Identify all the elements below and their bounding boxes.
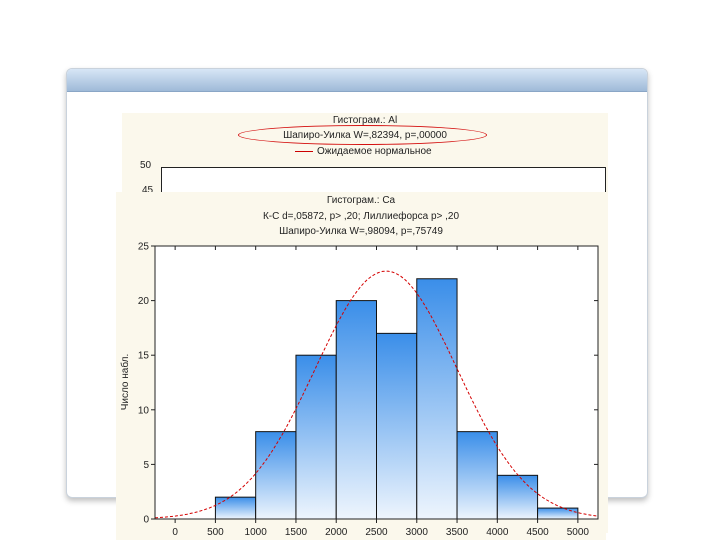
y-tick-label: 5 xyxy=(143,460,149,471)
front-chart-shapiro-text: Шапиро-Уилка W=,98094, p=,75749 xyxy=(279,226,443,237)
x-tick-label: 3500 xyxy=(446,527,469,538)
legend-line-icon xyxy=(295,150,313,152)
y-tick-label: 0 xyxy=(143,515,149,526)
x-tick-label: 500 xyxy=(207,527,224,538)
front-chart-title: Гистограм.: Ca xyxy=(326,195,396,206)
highlight-oval xyxy=(238,125,487,145)
back-chart-legend-label: Ожидаемое нормальное xyxy=(317,146,432,157)
x-tick-label: 2500 xyxy=(365,527,388,538)
back-chart-ytick: 50 xyxy=(140,160,152,171)
histogram-bar xyxy=(537,507,579,520)
histogram-bar xyxy=(214,496,257,520)
x-tick-label: 5000 xyxy=(567,527,590,538)
slide-header-bar xyxy=(67,69,647,92)
front-chart-ks-text: К-С d=,05872, p> ,20; Лиллиефорса p> ,20 xyxy=(262,211,460,222)
x-tick-label: 3000 xyxy=(406,527,429,538)
x-tick-label: 1500 xyxy=(285,527,308,538)
histogram-bar xyxy=(255,431,297,520)
y-tick-label: 10 xyxy=(138,405,150,416)
back-chart-legend: Ожидаемое нормальное xyxy=(295,146,432,157)
normal-curve xyxy=(154,270,599,519)
x-tick-label: 2000 xyxy=(325,527,348,538)
histogram-bar xyxy=(496,474,539,520)
histogram-bar xyxy=(456,431,498,520)
x-tick-label: 0 xyxy=(172,527,178,538)
y-axis-label: Число набл. xyxy=(119,354,131,411)
x-tick-label: 1000 xyxy=(245,527,268,538)
back-chart-title: Гистограм.: Al xyxy=(332,115,398,126)
y-tick-label: 25 xyxy=(138,242,150,253)
histogram-bar xyxy=(416,278,458,520)
histogram-bar xyxy=(376,332,418,520)
back-chart-ytick: 45 xyxy=(142,185,154,196)
histogram-bar xyxy=(335,300,377,520)
x-tick-label: 4000 xyxy=(486,527,509,538)
x-tick-label: 4500 xyxy=(526,527,549,538)
histogram-bar xyxy=(295,354,337,520)
y-tick-label: 20 xyxy=(138,296,150,307)
y-tick-label: 15 xyxy=(138,351,150,362)
